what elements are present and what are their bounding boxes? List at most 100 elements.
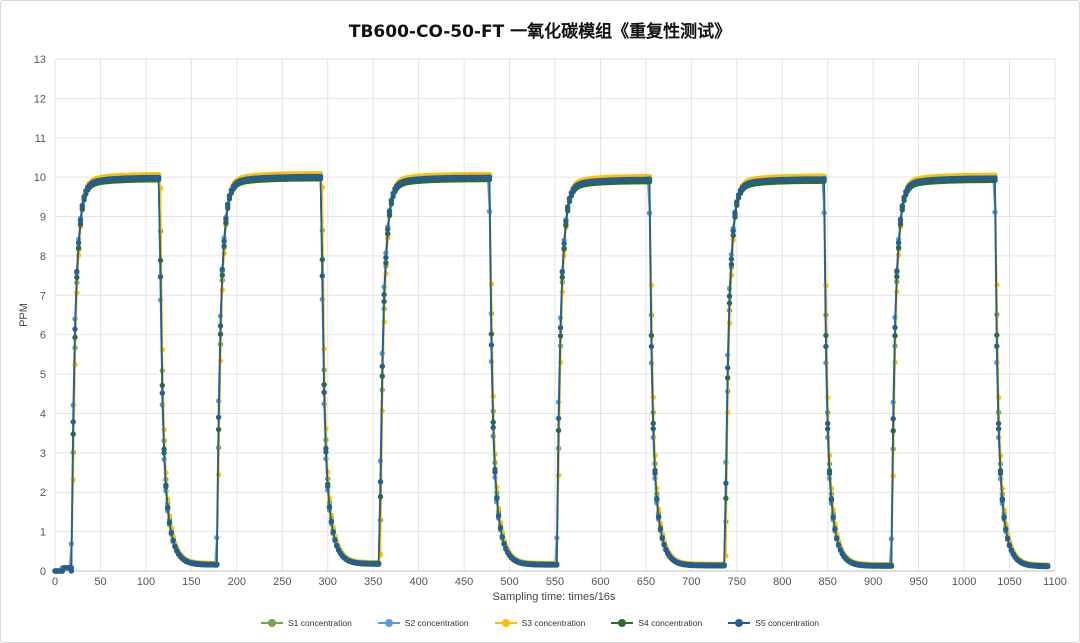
data-point [377,479,384,485]
y-tick-label: 12 [34,93,46,105]
x-tick-label: 200 [228,576,246,588]
data-point [223,216,229,222]
data-point [901,194,907,201]
legend-swatch [494,619,517,627]
data-point [74,268,80,275]
data-point [555,415,562,422]
data-point [214,561,220,567]
data-point [70,419,76,425]
data-point [386,209,393,215]
data-point [888,562,895,569]
x-tick-label: 250 [273,576,291,588]
data-point [215,414,222,420]
data-point [899,203,905,209]
data-point [648,343,655,350]
data-point [161,450,167,456]
series-group [52,171,1051,574]
legend-label: S1 concentration [288,618,352,628]
data-point [81,194,87,200]
data-point [895,240,902,246]
data-point [334,542,340,549]
data-point [734,199,740,205]
chart-title: TB600-CO-50-FT 一氧化碳模组《重复性测试》 [348,22,732,42]
data-point [323,449,329,455]
data-point [825,426,831,432]
data-point [170,537,176,544]
data-point [494,496,500,502]
data-point [554,561,560,567]
data-point [388,197,395,204]
series-5 [52,173,1051,574]
legend-label: S5 concentration [755,618,819,628]
data-point [379,363,385,369]
legend-item: S5 concentration [728,618,819,628]
data-point [225,202,231,208]
legend-item: S2 concentration [377,618,469,628]
data-point [557,325,564,331]
data-point [488,342,495,348]
data-point [894,268,900,274]
y-tick-label: 6 [40,330,46,342]
data-point [650,426,656,432]
data-point [995,426,1002,432]
x-tick-label: 800 [773,576,791,588]
legend-swatch [377,619,400,627]
data-point [168,530,175,536]
data-point [561,240,567,247]
data-point [721,562,727,568]
data-point [890,416,896,422]
data-point [999,497,1005,503]
x-tick-label: 650 [637,576,655,588]
legend-item: S3 concentration [494,618,586,628]
data-point [828,497,835,503]
data-point [317,173,324,180]
data-point [823,343,829,350]
legend-label: S4 concentration [638,618,703,628]
x-tick-label: 500 [500,576,518,588]
data-point [375,560,382,567]
data-point [165,505,171,511]
data-point [172,543,178,549]
data-point [321,389,327,395]
legend-swatch [261,619,283,627]
legend-swatch [611,619,634,627]
legend-label: S3 concentration [521,618,586,628]
x-tick-label: 950 [909,576,927,588]
x-tick-label: 1050 [997,576,1021,588]
grid-lines [54,58,1056,572]
data-point [559,268,565,275]
data-point [821,176,827,182]
y-tick-label: 13 [34,54,46,66]
x-tick-label: 100 [137,576,155,588]
data-point [155,174,162,181]
y-tick-label: 0 [40,566,46,578]
data-point [390,190,396,197]
data-point [501,540,507,547]
data-point [730,228,736,234]
data-point [75,240,82,246]
data-point [332,537,338,543]
x-tick-label: 600 [591,576,609,588]
x-tick-label: 400 [409,576,427,588]
x-tick-label: 150 [182,576,200,588]
x-tick-label: 1100 [1043,576,1067,588]
x-tick-label: 300 [319,576,337,588]
legend-item: S1 concentration [261,618,352,628]
data-point [1003,527,1009,533]
y-tick-label: 4 [40,408,46,420]
x-tick-label: 900 [864,576,882,588]
data-point [723,480,729,486]
data-point [495,513,502,519]
data-point [646,176,653,182]
data-point [997,470,1004,477]
y-tick-label: 2 [40,487,46,499]
data-point [492,469,498,475]
data-point [166,520,173,526]
data-point [659,535,665,541]
data-point [385,226,391,233]
y-tick-label: 3 [40,448,46,460]
x-tick-label: 850 [819,576,837,588]
